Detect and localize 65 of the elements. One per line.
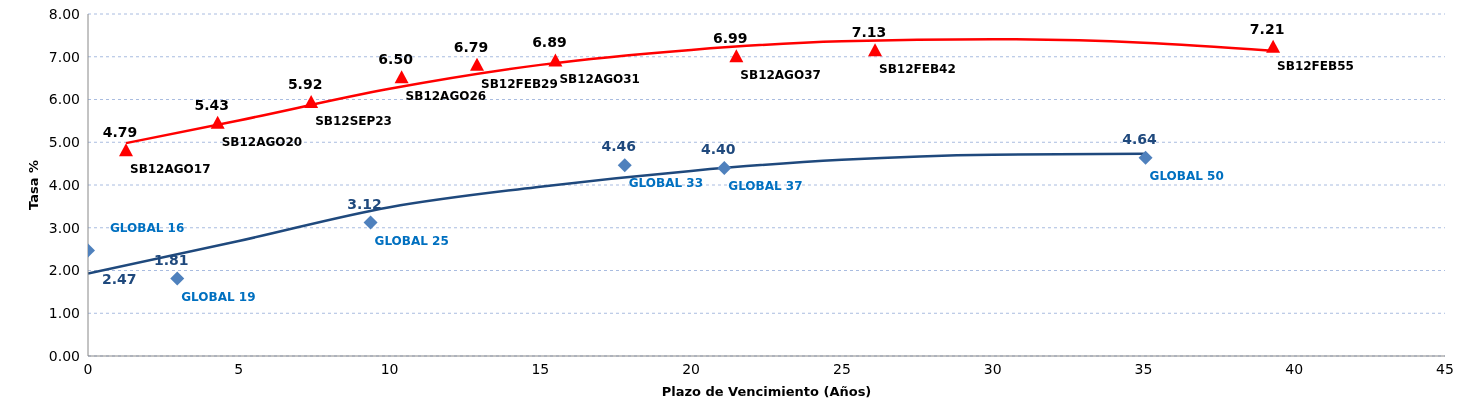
point — [1138, 150, 1153, 165]
x-tick-label: 15 — [531, 360, 550, 377]
data-label: 6.99 — [713, 30, 748, 47]
y-tick-label: 5.00 — [48, 134, 80, 151]
x-tick-label: 20 — [682, 360, 701, 377]
x-tick-label: 35 — [1134, 360, 1153, 377]
x-axis-title: Plazo de Vencimiento (Años) — [661, 384, 872, 399]
point — [868, 43, 883, 57]
data-label: 4.46 — [601, 138, 637, 155]
data-label: 4.79 — [102, 124, 138, 141]
annotation: SB12AGO26 — [405, 89, 487, 104]
annotation: SB12AGO37 — [740, 68, 821, 83]
y-tick-label: 7.00 — [48, 48, 80, 65]
point — [548, 53, 563, 67]
point — [617, 158, 632, 173]
point — [470, 57, 485, 71]
data-label: 7.21 — [1249, 20, 1285, 37]
point — [1266, 39, 1281, 53]
data-label: 4.40 — [701, 140, 736, 157]
x-tick-label: 10 — [380, 360, 399, 377]
annotation: GLOBAL 50 — [1149, 168, 1224, 183]
y-tick-label: 2.00 — [48, 262, 80, 279]
point — [170, 271, 185, 286]
data-label: 6.89 — [532, 34, 567, 51]
data-label: 3.12 — [347, 195, 382, 212]
x-tick-label: 0 — [83, 360, 93, 377]
y-tick-label: 6.00 — [48, 91, 80, 108]
point — [210, 115, 225, 129]
y-tick-label: 1.00 — [48, 305, 80, 322]
annotation: SB12FEB42 — [879, 62, 956, 77]
point — [363, 215, 378, 230]
annotation: GLOBAL 37 — [728, 178, 803, 193]
annotation: SB12AGO20 — [221, 134, 303, 149]
data-label: 7.13 — [851, 24, 887, 41]
point — [304, 94, 319, 108]
point — [119, 143, 133, 157]
y-tick-label: 4.00 — [48, 176, 80, 193]
data-label: 6.79 — [453, 38, 489, 55]
data-label: 4.64 — [1122, 130, 1158, 147]
annotation: GLOBAL 16 — [110, 221, 185, 236]
x-tick-label: 40 — [1285, 360, 1304, 377]
x-tick-label: 25 — [832, 360, 851, 377]
data-label: 2.47 — [102, 271, 137, 288]
y-tick-label: 0.00 — [48, 347, 80, 364]
annotation: GLOBAL 25 — [374, 233, 449, 248]
y-tick-label: 3.00 — [48, 219, 80, 236]
data-label: 1.81 — [153, 251, 189, 268]
y-axis-title: Tasa % — [25, 159, 41, 211]
data-label: 5.92 — [287, 75, 323, 92]
annotation: SB12AGO31 — [559, 72, 640, 87]
data-label: 6.50 — [378, 51, 414, 68]
point — [394, 70, 409, 84]
data-label: 5.43 — [194, 96, 229, 113]
point — [729, 49, 744, 63]
x-tick-label: 5 — [234, 360, 244, 377]
annotation: SB12FEB29 — [481, 76, 558, 91]
annotation: GLOBAL 33 — [628, 176, 703, 191]
annotation: GLOBAL 19 — [181, 289, 256, 304]
annotation: SB12FEB55 — [1277, 58, 1354, 73]
x-tick-label: 30 — [983, 360, 1002, 377]
annotation: SB12AGO17 — [130, 162, 211, 177]
point — [717, 160, 732, 175]
y-tick-label: 8.00 — [48, 5, 80, 22]
x-tick-label: 45 — [1436, 360, 1454, 377]
annotation: SB12SEP23 — [315, 113, 392, 128]
